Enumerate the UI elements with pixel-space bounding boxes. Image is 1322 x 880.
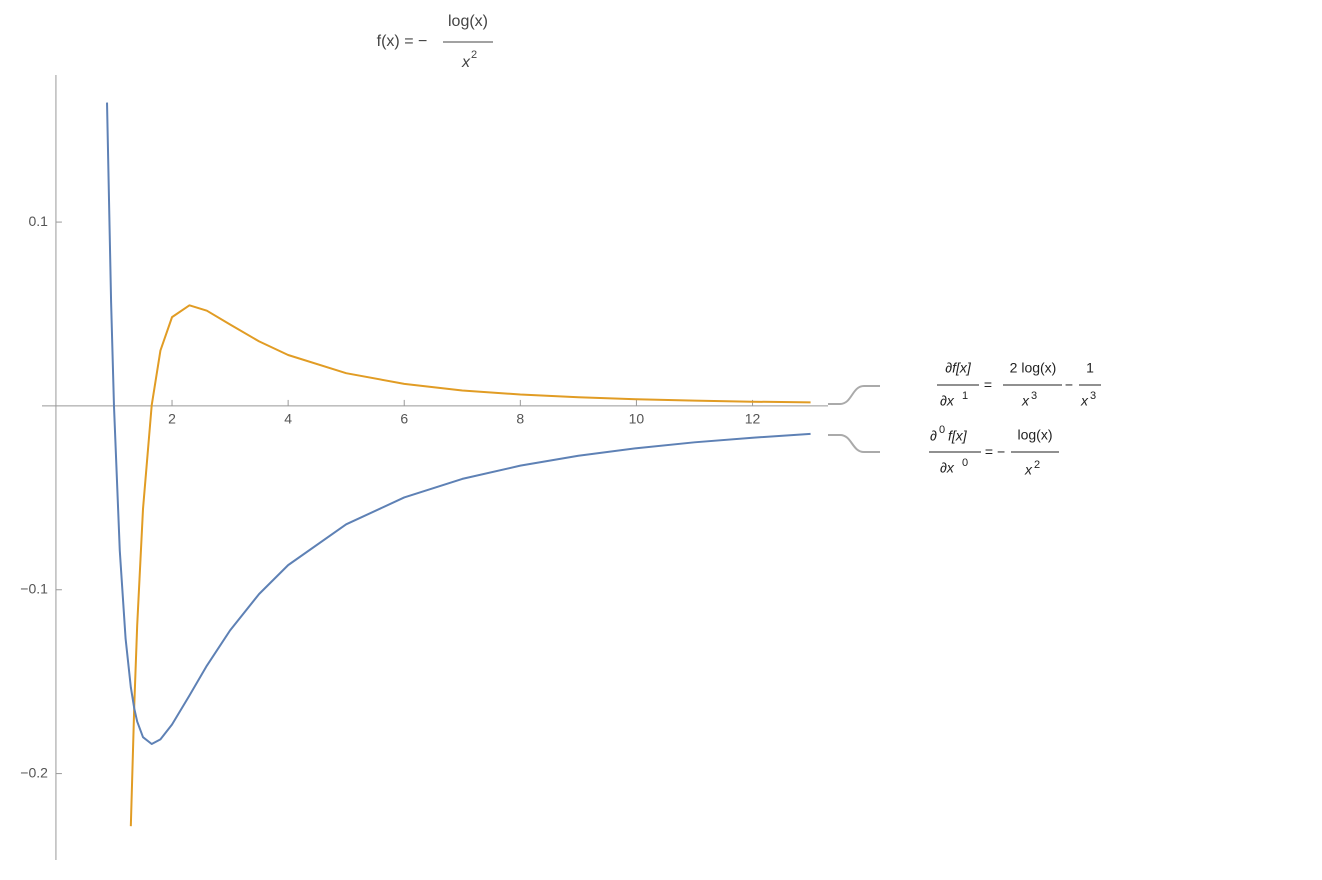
- title-exponent: 2: [471, 49, 477, 61]
- legend-text: 0: [962, 457, 968, 469]
- x-tick-label: 12: [745, 411, 761, 427]
- legend-text: =: [984, 377, 992, 393]
- legend-text: ∂x: [940, 460, 955, 476]
- legend-text: −: [1065, 377, 1073, 393]
- legend-text: 0: [939, 424, 945, 436]
- legend-text: x: [1080, 393, 1089, 409]
- y-tick-label: −0.2: [20, 764, 48, 780]
- legend-text: 2 log(x): [1010, 360, 1057, 376]
- legend-text: 2: [1034, 459, 1040, 471]
- x-tick-label: 10: [629, 411, 645, 427]
- legend-text: log(x): [1017, 427, 1052, 443]
- y-tick-label: 0.1: [28, 213, 48, 229]
- legend-text: ∂x: [940, 393, 955, 409]
- legend-leader: [828, 434, 880, 453]
- legend-leader: [828, 385, 880, 405]
- legend-text: ∂: [930, 428, 937, 444]
- legend-text: 1: [1086, 360, 1094, 376]
- title-prefix: f(x) = −: [377, 33, 428, 50]
- legend-text: f[x]: [948, 428, 968, 444]
- series-line: [106, 102, 811, 745]
- legend-text: = −: [985, 444, 1005, 460]
- title-denominator: x: [461, 54, 471, 71]
- legend-text: x: [1021, 393, 1030, 409]
- x-tick-label: 8: [516, 411, 524, 427]
- legend-entry: ∂ 0 f[x] ∂x 0 = − log(x) x 2: [929, 424, 1059, 478]
- legend-text: 3: [1090, 390, 1096, 402]
- legend-text: 3: [1031, 390, 1037, 402]
- x-tick-label: 2: [168, 411, 176, 427]
- x-tick-label: 4: [284, 411, 292, 427]
- legend-text: ∂f[x]: [945, 360, 972, 376]
- title-numerator: log(x): [448, 13, 488, 30]
- y-tick-label: −0.1: [20, 580, 48, 596]
- legend-entry: ∂f[x] ∂x 1 = 2 log(x) x 3 − 1 x 3: [937, 360, 1101, 409]
- title: f(x) = − log(x) x 2: [377, 13, 493, 71]
- legend-text: 1: [962, 390, 968, 402]
- x-tick-label: 6: [400, 411, 408, 427]
- series-line: [129, 304, 811, 827]
- legend-text: x: [1024, 462, 1033, 478]
